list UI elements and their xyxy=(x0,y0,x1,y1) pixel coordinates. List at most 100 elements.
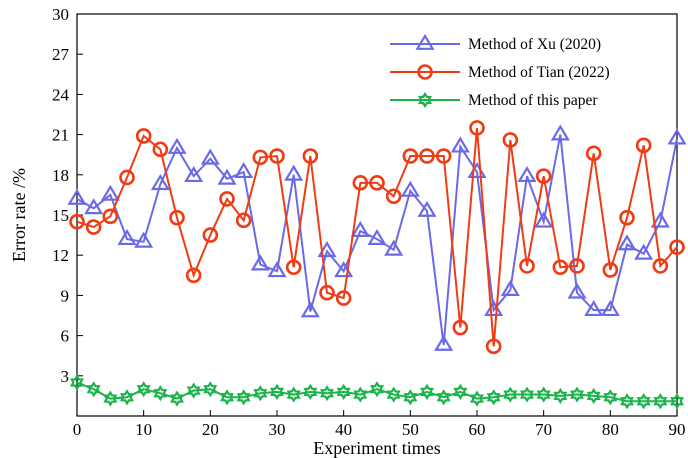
data-point xyxy=(100,184,120,201)
data-point xyxy=(402,148,419,164)
y-axis-title: Error rate /% xyxy=(9,168,29,262)
y-tick-label: 21 xyxy=(52,126,69,145)
data-point xyxy=(650,211,670,228)
data-point xyxy=(217,168,237,185)
legend-label: Method of Xu (2020) xyxy=(468,36,601,53)
data-point xyxy=(336,383,351,400)
data-point xyxy=(352,175,369,191)
data-point xyxy=(570,386,584,403)
data-point xyxy=(500,279,520,296)
data-point xyxy=(485,338,502,355)
data-point xyxy=(353,386,368,403)
data-point xyxy=(520,386,534,403)
data-point xyxy=(586,387,601,404)
data-point xyxy=(235,212,252,229)
data-point xyxy=(636,393,651,410)
data-point xyxy=(134,231,154,248)
data-point xyxy=(219,191,235,207)
data-point xyxy=(119,169,135,186)
data-point xyxy=(200,148,220,165)
data-point xyxy=(369,175,385,191)
data-point xyxy=(469,120,485,136)
data-point xyxy=(202,227,219,243)
x-tick-label: 90 xyxy=(669,420,686,439)
data-point xyxy=(620,393,634,410)
data-point xyxy=(150,174,170,191)
legend-item-3: Method of this paper xyxy=(390,91,598,109)
data-point xyxy=(300,301,320,318)
data-point xyxy=(367,228,387,246)
data-point xyxy=(400,180,420,197)
data-point xyxy=(302,148,319,164)
data-point xyxy=(534,211,554,228)
data-point xyxy=(70,374,84,391)
data-point xyxy=(350,220,370,237)
y-tick-label: 18 xyxy=(52,166,69,185)
legend-marker xyxy=(418,91,432,109)
data-point xyxy=(236,389,251,406)
x-tick-label: 80 xyxy=(602,420,619,439)
data-point xyxy=(635,137,652,154)
data-point xyxy=(84,198,104,215)
data-point xyxy=(653,393,668,410)
y-tick-label: 27 xyxy=(52,45,70,64)
data-point xyxy=(384,239,404,256)
data-point xyxy=(420,383,434,400)
data-point xyxy=(670,393,684,410)
data-point xyxy=(470,390,484,407)
series-layer xyxy=(67,120,687,410)
data-point xyxy=(435,148,452,164)
data-point xyxy=(250,254,270,271)
data-point xyxy=(667,128,687,145)
y-tick-label: 24 xyxy=(52,85,70,104)
series-2 xyxy=(69,120,685,355)
legend-label: Method of Tian (2022) xyxy=(468,64,610,81)
data-point xyxy=(386,386,401,403)
data-point xyxy=(169,209,185,226)
data-point xyxy=(552,259,569,276)
data-point xyxy=(117,228,137,246)
data-point xyxy=(335,290,352,306)
data-point xyxy=(370,381,384,398)
x-tick-label: 10 xyxy=(135,420,152,439)
y-tick-label: 30 xyxy=(52,5,69,24)
y-tick-label: 15 xyxy=(52,206,69,225)
legend-marker xyxy=(415,33,435,50)
data-point xyxy=(269,148,285,164)
series-1 xyxy=(67,124,687,351)
series-line xyxy=(76,127,678,347)
data-point xyxy=(617,234,637,251)
data-point xyxy=(503,386,518,403)
data-point xyxy=(585,145,602,162)
legend-item-1: Method of Xu (2020) xyxy=(390,33,601,53)
data-point xyxy=(270,383,284,400)
x-tick-label: 40 xyxy=(335,420,352,439)
x-axis-title: Experiment times xyxy=(313,438,440,458)
data-point xyxy=(136,381,151,398)
data-point xyxy=(167,137,187,154)
data-point xyxy=(253,385,268,402)
data-point xyxy=(385,188,402,205)
data-point xyxy=(517,165,537,183)
data-point xyxy=(317,241,337,258)
data-point xyxy=(303,383,318,400)
data-point xyxy=(184,165,204,183)
data-point xyxy=(450,136,470,153)
data-point xyxy=(319,284,335,301)
series-line xyxy=(76,381,677,403)
data-point xyxy=(436,389,451,406)
data-point xyxy=(652,258,669,274)
data-point xyxy=(519,258,535,274)
data-point xyxy=(550,124,570,141)
data-point xyxy=(69,213,85,230)
data-point xyxy=(186,382,201,399)
data-point xyxy=(403,389,418,406)
x-axis: 0 10 20 30 40 50 60 70 80 90 xyxy=(73,410,686,439)
data-point xyxy=(567,282,587,299)
data-point xyxy=(286,386,301,403)
data-point xyxy=(234,161,254,179)
data-point xyxy=(102,208,119,225)
y-tick-label: 12 xyxy=(52,246,69,265)
